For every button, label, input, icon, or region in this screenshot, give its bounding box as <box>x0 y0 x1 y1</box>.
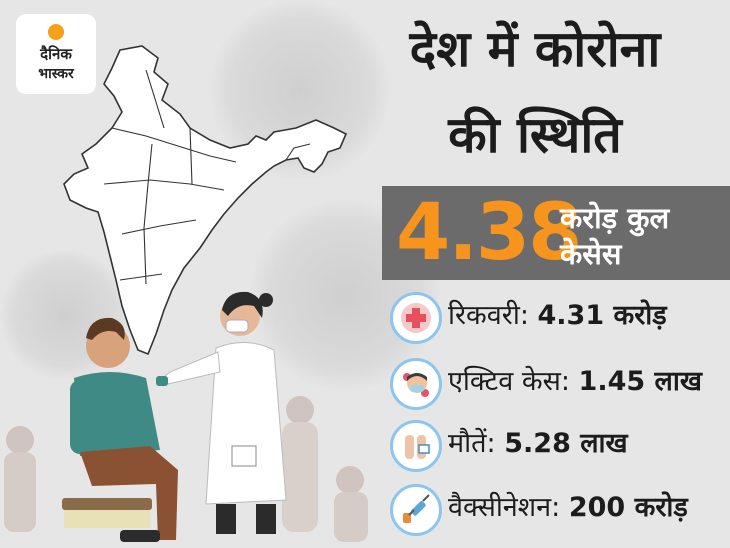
total-cases-banner: 4.38 करोड़ कुल केसेस <box>382 186 730 280</box>
stat-row-active: एक्टिव केस: 1.45 लाख <box>382 356 730 412</box>
stat-row-recovery: रिकवरी: 4.31 करोड़ <box>382 290 730 346</box>
stat-value: 5.28 लाख <box>504 428 628 459</box>
stat-value: 4.31 करोड़ <box>537 300 667 331</box>
medical-cross-icon <box>390 292 442 344</box>
stat-row-vaccination: वैक्सीनेशन: 200 करोड़ <box>382 482 730 538</box>
total-cases-label-line1: करोड़ कुल <box>560 201 670 235</box>
syringe-icon <box>390 484 442 536</box>
logo-line2: भास्कर <box>38 66 74 82</box>
stat-text: वैक्सीनेशन: 200 करोड़ <box>448 488 688 528</box>
stat-value: 1.45 लाख <box>578 366 702 397</box>
vaccination-illustration <box>4 291 368 542</box>
stat-row-deaths: मौतें: 5.28 लाख <box>382 418 730 474</box>
dainik-bhaskar-logo: दैनिक भास्कर <box>16 14 96 94</box>
total-cases-label-line2: केसेस <box>560 237 622 271</box>
stat-label: वैक्सीनेशन: <box>448 492 561 523</box>
stat-text: रिकवरी: 4.31 करोड़ <box>448 296 667 336</box>
feet-tag-icon <box>390 420 442 472</box>
stat-label: रिकवरी: <box>448 300 529 331</box>
masked-face-icon <box>390 358 442 410</box>
logo-line1: दैनिक <box>40 45 72 63</box>
stat-text: एक्टिव केस: 1.45 लाख <box>448 362 702 402</box>
stat-value: 200 करोड़ <box>568 492 688 523</box>
total-cases-label: करोड़ कुल केसेस <box>560 200 730 272</box>
stat-text: मौतें: 5.28 लाख <box>448 424 628 464</box>
total-cases-value: 4.38 <box>396 188 582 278</box>
stat-label: एक्टिव केस: <box>448 366 570 397</box>
sun-icon <box>48 24 64 40</box>
headline-line1: देश में कोरोना <box>409 20 661 78</box>
stat-label: मौतें: <box>448 428 496 459</box>
india-map <box>63 45 348 356</box>
headline-line2: की स्थिति <box>448 106 622 164</box>
